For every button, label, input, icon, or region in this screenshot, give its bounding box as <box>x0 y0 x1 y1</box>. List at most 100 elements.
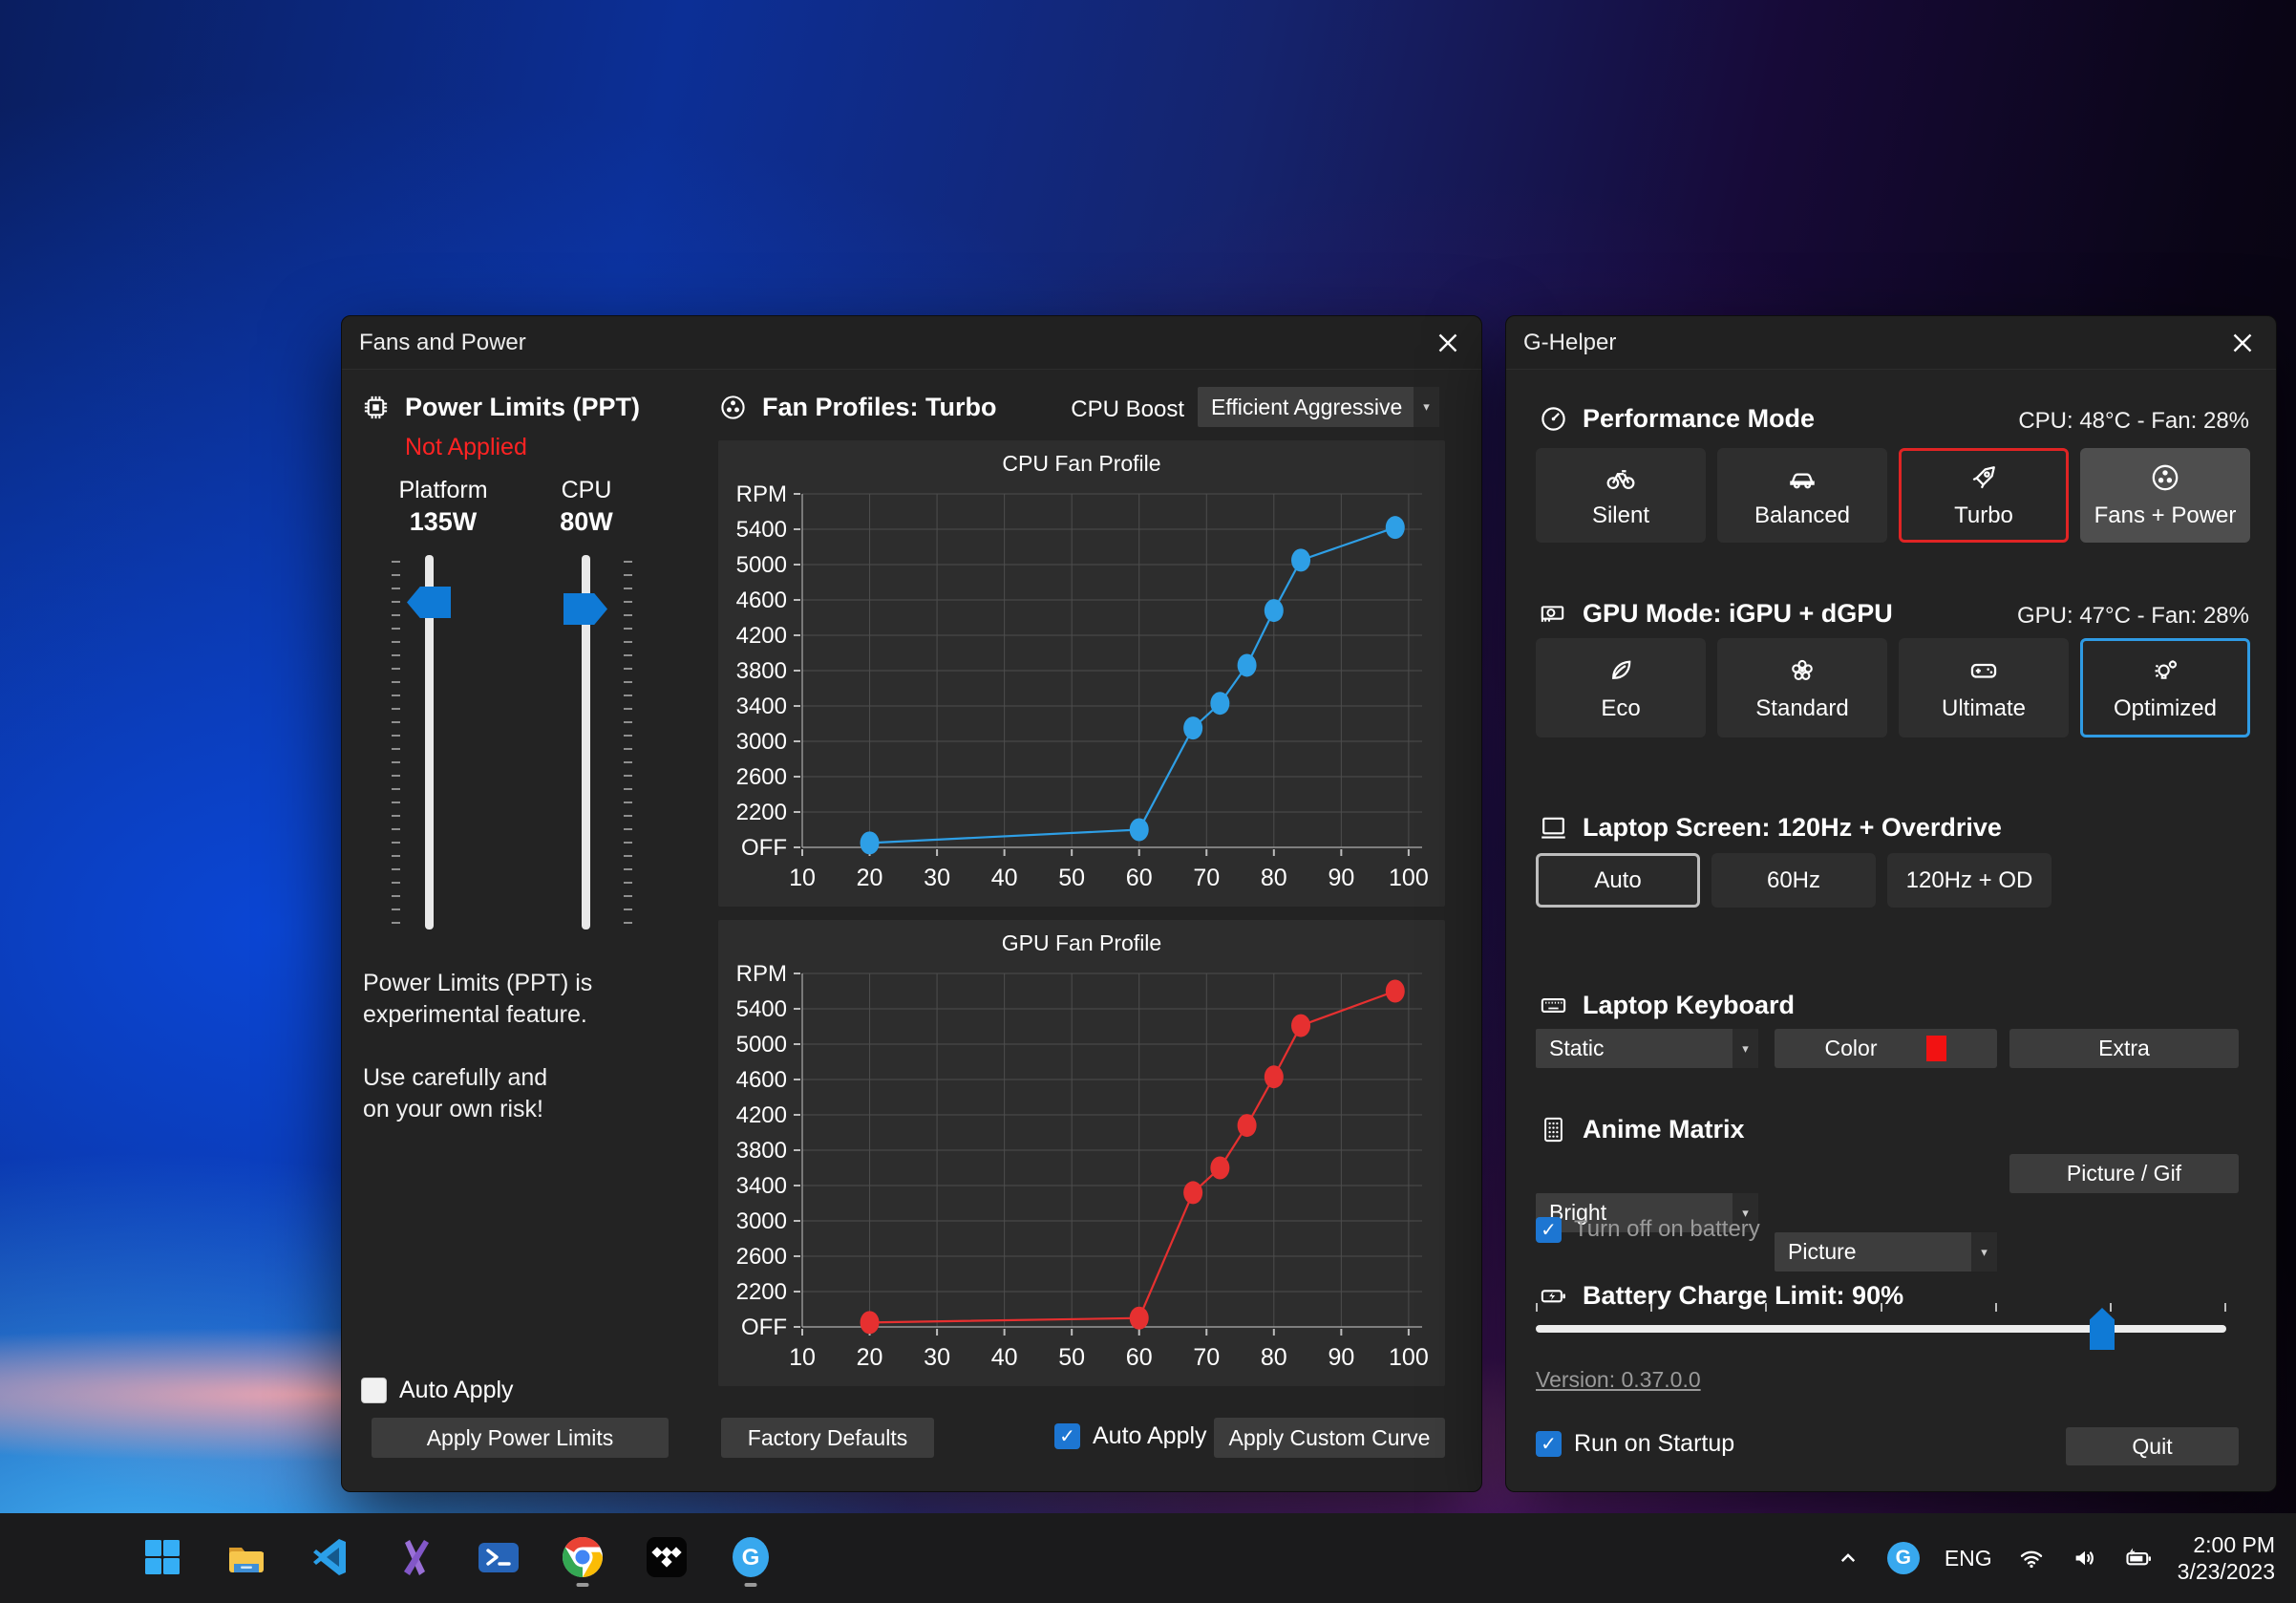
chevron-down-icon[interactable]: ▾ <box>1971 1232 1997 1272</box>
tile-button-auto[interactable]: Auto <box>1536 853 1700 908</box>
keyboard-extra-button[interactable]: Extra <box>2009 1029 2239 1068</box>
taskbar-clock[interactable]: 2:00 PM 3/23/2023 <box>2178 1531 2275 1585</box>
cpu-fan-chart[interactable]: CPU Fan Profile OFF 2200 2600 3000 3400 3800 42… <box>718 440 1445 907</box>
tile-button-optimized[interactable]: Optimized <box>2080 638 2250 737</box>
gpu-temp-status: GPU: 47°C - Fan: 28% <box>2016 603 2249 629</box>
tile-button-label: Turbo <box>1954 502 2013 528</box>
x-axis-tick-label: 20 <box>857 1344 883 1371</box>
cpu-slider-handle[interactable] <box>563 593 607 625</box>
y-axis-tick-label: 3800 <box>736 1138 787 1164</box>
fan-curve-point[interactable] <box>1129 1306 1149 1330</box>
battery-slider-tick <box>1994 1303 1997 1312</box>
keyboard-mode-dropdown[interactable]: Static ▾ <box>1536 1029 1758 1068</box>
anime-content-dropdown[interactable]: Picture ▾ <box>1775 1232 1997 1272</box>
taskbar-app-start[interactable] <box>139 1529 185 1587</box>
performance-mode-heading: Performance Mode <box>1539 404 1815 434</box>
cpu-power-slider[interactable] <box>582 555 590 930</box>
y-axis-tick-label: 3400 <box>736 1173 787 1199</box>
apply-custom-curve-button[interactable]: Apply Custom Curve <box>1214 1418 1445 1458</box>
cpu-boost-dropdown[interactable]: Efficient Aggressive ▾ <box>1198 387 1439 427</box>
chrome-icon <box>562 1537 603 1577</box>
folder-icon <box>229 1548 264 1572</box>
fan-curve-point[interactable] <box>1264 599 1284 623</box>
tile-button-silent[interactable]: Silent <box>1536 448 1706 543</box>
tile-button-60hz[interactable]: 60Hz <box>1711 853 1876 908</box>
chevron-down-icon[interactable]: ▾ <box>1733 1193 1758 1232</box>
platform-slider-handle[interactable] <box>407 587 451 618</box>
turn-off-on-battery-checkbox[interactable]: ✓ <box>1536 1216 1562 1243</box>
curve-auto-apply-checkbox[interactable]: ✓ <box>1054 1423 1080 1449</box>
fan-curve-point[interactable] <box>1183 1181 1203 1205</box>
tray-ghelper-icon[interactable]: G <box>1886 1542 1920 1574</box>
keyboard-color-button[interactable]: Color <box>1775 1029 1997 1068</box>
fan-curve-point[interactable] <box>1291 548 1311 572</box>
chevron-down-icon[interactable]: ▾ <box>1414 387 1439 427</box>
platform-power-slider[interactable] <box>425 555 434 930</box>
fan-curve-point[interactable] <box>1264 1065 1284 1089</box>
power-auto-apply-checkbox[interactable] <box>361 1378 387 1403</box>
tile-button-turbo[interactable]: Turbo <box>1899 448 2069 543</box>
wifi-icon[interactable] <box>2017 1544 2046 1572</box>
fan-curve-point[interactable] <box>860 831 880 855</box>
power-auto-apply-label: Auto Apply <box>399 1377 514 1403</box>
slider-tick <box>392 641 400 643</box>
battery-slider-tick <box>1650 1303 1653 1312</box>
factory-defaults-button[interactable]: Factory Defaults <box>721 1418 934 1458</box>
fan-curve-point[interactable] <box>1129 818 1149 842</box>
volume-icon[interactable] <box>2071 1544 2099 1572</box>
battery-slider-handle[interactable] <box>2090 1308 2115 1350</box>
anime-picture-gif-button[interactable]: Picture / Gif <box>2009 1154 2239 1193</box>
fan-curve-point[interactable] <box>1210 692 1230 716</box>
fan-curve-point[interactable] <box>1210 1156 1230 1180</box>
gpu-fan-chart[interactable]: GPU Fan Profile OFF 2200 2600 3000 3400 3800 42… <box>718 920 1445 1386</box>
tile-button-120hz-od[interactable]: 120Hz + OD <box>1887 853 2052 908</box>
fan-curve-point[interactable] <box>1183 716 1203 740</box>
tile-button-fans-power[interactable]: Fans + Power <box>2080 448 2250 543</box>
tile-button-eco[interactable]: Eco <box>1536 638 1706 737</box>
svg-text:G: G <box>742 1545 760 1571</box>
fans-window-titlebar[interactable]: Fans and Power <box>342 316 1481 370</box>
slider-tick <box>392 761 400 763</box>
cpu-fan-chart-panel[interactable]: CPU Fan Profile OFF 2200 2600 3000 3400 3800 42… <box>718 440 1445 907</box>
taskbar-app-chrome[interactable] <box>560 1529 606 1587</box>
quit-button[interactable]: Quit <box>2066 1427 2239 1465</box>
fan-curve-line <box>869 990 1396 1324</box>
tile-button-balanced[interactable]: Balanced <box>1717 448 1887 543</box>
close-icon[interactable] <box>2226 327 2259 359</box>
battery-limit-slider[interactable] <box>1536 1325 2226 1333</box>
fan-curve-point[interactable] <box>1291 1014 1311 1037</box>
slider-tick <box>392 908 400 910</box>
x-axis-tick-label: 50 <box>1058 1344 1085 1371</box>
taskbar-app-visual-studio[interactable] <box>392 1529 437 1587</box>
battery-slider-tick <box>1765 1303 1768 1312</box>
fan-curve-point[interactable] <box>860 1311 880 1335</box>
chevron-down-icon[interactable]: ▾ <box>1733 1029 1758 1068</box>
version-link[interactable]: Version: 0.37.0.0 <box>1536 1367 1701 1392</box>
battery-icon[interactable] <box>2124 1544 2153 1572</box>
tray-language[interactable]: ENG <box>1944 1545 1992 1571</box>
run-on-startup-checkbox[interactable]: ✓ <box>1536 1431 1562 1457</box>
taskbar-app-tidal[interactable] <box>644 1529 690 1587</box>
fan-curve-point[interactable] <box>1385 516 1405 540</box>
tile-button-ultimate[interactable]: Ultimate <box>1899 638 2069 737</box>
apply-power-limits-button[interactable]: Apply Power Limits <box>372 1418 669 1458</box>
fan-curve-point[interactable] <box>1237 653 1257 677</box>
platform-value: 135W <box>409 507 478 536</box>
anime-brightness-dropdown[interactable]: Bright ▾ <box>1536 1193 1758 1232</box>
running-indicator <box>576 1583 589 1587</box>
taskbar-app-file-explorer[interactable] <box>223 1529 269 1587</box>
power-limits-note-line <box>363 1031 678 1062</box>
tray-chevron-up-icon[interactable] <box>1834 1544 1862 1572</box>
close-icon[interactable] <box>1432 327 1464 359</box>
tile-button-standard[interactable]: Standard <box>1717 638 1887 737</box>
fan-curve-point[interactable] <box>1385 979 1405 1003</box>
taskbar-app-vscode[interactable] <box>308 1529 353 1587</box>
fan-curve-point[interactable] <box>1237 1114 1257 1138</box>
taskbar-app-g-helper[interactable]: G <box>728 1529 774 1587</box>
gpu-fan-chart-panel[interactable]: GPU Fan Profile OFF 2200 2600 3000 3400 3800 42… <box>718 920 1445 1386</box>
taskbar-app-terminal[interactable] <box>476 1529 521 1587</box>
taskbar-time: 2:00 PM <box>2193 1532 2275 1557</box>
ghelper-titlebar[interactable]: G-Helper <box>1506 316 2276 370</box>
slider-tick <box>392 775 400 777</box>
car-icon <box>1790 473 1815 489</box>
